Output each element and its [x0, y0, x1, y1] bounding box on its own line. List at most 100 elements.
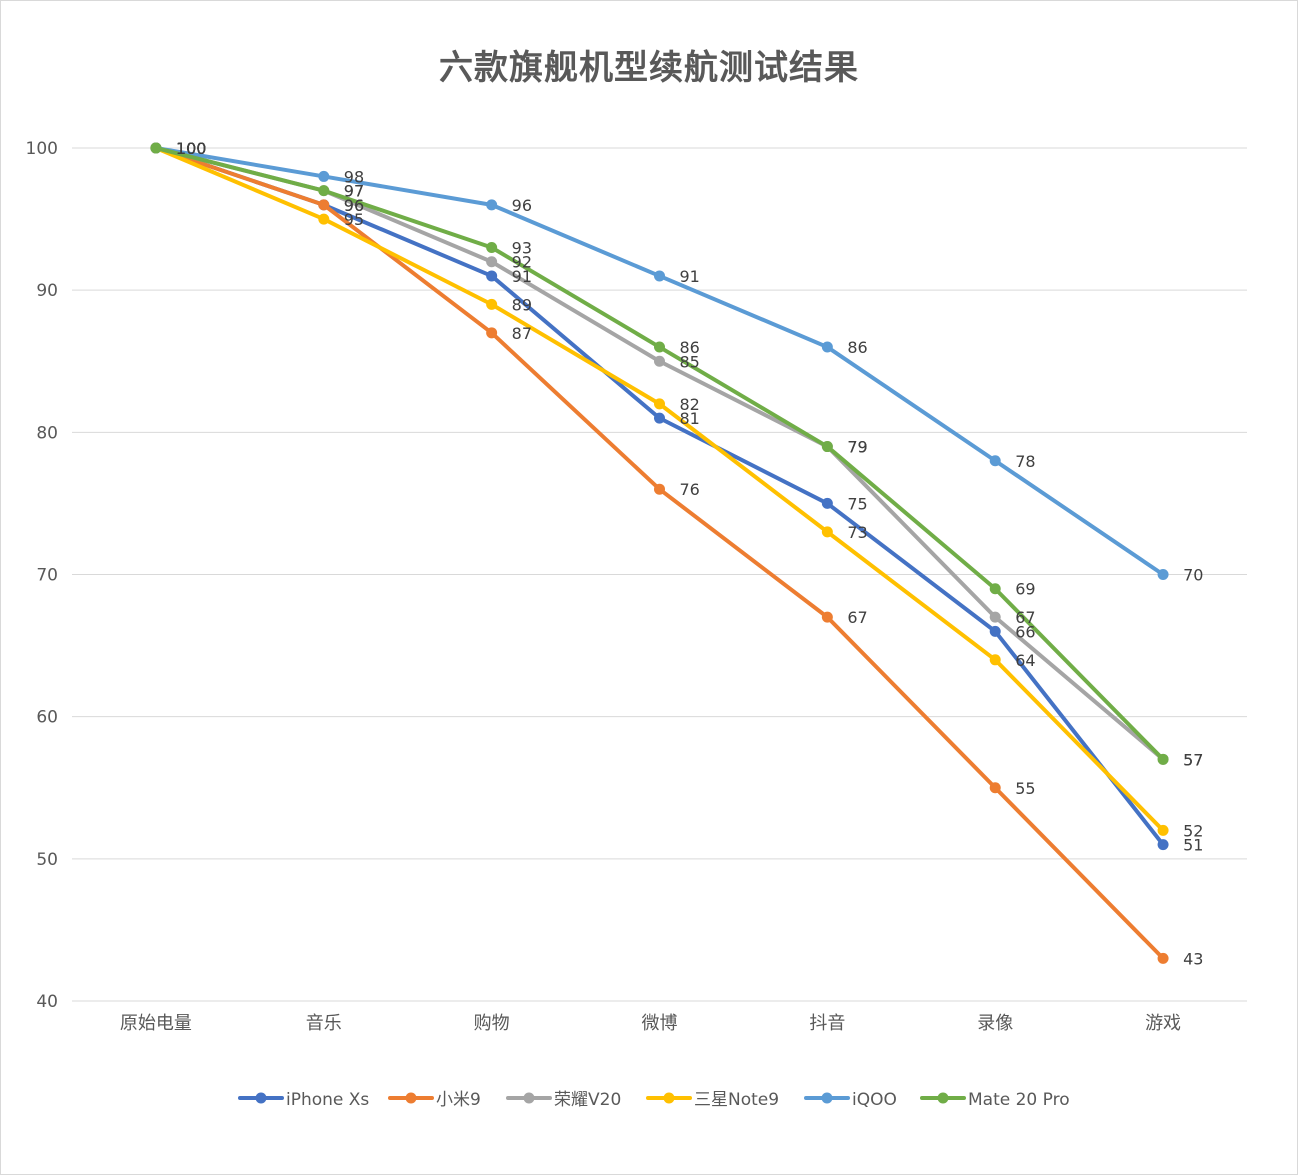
- data-label: 97: [344, 182, 364, 201]
- y-tick-label: 100: [26, 139, 58, 159]
- legend-marker: [405, 1092, 417, 1104]
- data-point: [821, 441, 833, 453]
- data-label: 95: [344, 210, 364, 229]
- x-tick-label: 音乐: [306, 1013, 342, 1034]
- legend-marker: [937, 1092, 949, 1104]
- data-label: 57: [1183, 750, 1203, 769]
- data-point: [1157, 952, 1169, 964]
- data-label: 86: [680, 338, 700, 357]
- data-label: 91: [512, 267, 532, 286]
- legend-label: Mate 20 Pro: [968, 1090, 1070, 1110]
- data-label: 96: [344, 196, 364, 215]
- y-tick-label: 40: [36, 992, 58, 1012]
- data-label: 52: [1183, 821, 1203, 840]
- data-point: [318, 170, 330, 182]
- y-tick-label: 80: [36, 423, 58, 443]
- legend-marker: [663, 1092, 675, 1104]
- legend-item: 三星Note9: [646, 1090, 779, 1110]
- legend-item: Mate 20 Pro: [920, 1090, 1070, 1110]
- data-point: [989, 611, 1001, 623]
- data-label: 100: [176, 139, 207, 158]
- data-label: 87: [512, 324, 532, 343]
- data-label: 100: [176, 139, 207, 158]
- data-point: [1157, 839, 1169, 851]
- legend-label: 三星Note9: [694, 1090, 779, 1110]
- data-point: [989, 782, 1001, 794]
- data-point: [150, 142, 162, 154]
- series-5: [150, 142, 1169, 765]
- data-point: [318, 199, 330, 211]
- legend-marker: [523, 1092, 535, 1104]
- data-label: 91: [680, 267, 700, 286]
- legend-item: 小米9: [388, 1090, 481, 1110]
- data-label: 67: [1015, 608, 1035, 627]
- data-label: 66: [1015, 622, 1035, 641]
- legend-item: 荣耀V20: [506, 1090, 621, 1110]
- data-label: 70: [1183, 566, 1203, 585]
- data-point: [989, 625, 1001, 637]
- data-point: [654, 483, 665, 495]
- legend-label: 荣耀V20: [554, 1090, 621, 1110]
- data-point: [318, 213, 330, 225]
- data-label: 55: [1015, 779, 1035, 798]
- data-label: 89: [512, 295, 532, 314]
- data-point: [821, 341, 833, 353]
- data-point: [318, 185, 330, 197]
- data-label: 67: [847, 608, 867, 627]
- y-tick-label: 70: [36, 566, 58, 586]
- data-label: 79: [847, 438, 867, 457]
- data-label: 79: [847, 438, 867, 457]
- series-0: [150, 142, 1169, 851]
- data-label: 97: [344, 182, 364, 201]
- data-label: 51: [1183, 836, 1203, 855]
- data-point: [654, 355, 665, 367]
- data-label: 78: [1015, 452, 1035, 471]
- x-tick-label: 微博: [642, 1013, 678, 1034]
- data-point: [486, 242, 498, 254]
- data-label: 82: [680, 395, 700, 414]
- legend-label: 小米9: [436, 1090, 481, 1110]
- data-point: [486, 199, 498, 211]
- data-point: [989, 583, 1001, 595]
- data-label: 100: [176, 139, 207, 158]
- data-label: 73: [847, 523, 867, 542]
- data-label: 81: [680, 409, 700, 428]
- data-point: [1157, 753, 1169, 765]
- series-1: [150, 142, 1169, 964]
- y-tick-label: 60: [36, 708, 58, 728]
- x-tick-label: 录像: [977, 1013, 1013, 1034]
- data-label: 86: [847, 338, 867, 357]
- legend-label: iPhone Xs: [286, 1090, 369, 1110]
- data-point: [654, 412, 665, 424]
- series-line: [153, 146, 1166, 762]
- chart-title: 六款旗舰机型续航测试结果: [439, 48, 859, 88]
- data-point: [1157, 569, 1169, 580]
- data-label: 57: [1183, 750, 1203, 769]
- data-label: 96: [344, 196, 364, 215]
- x-tick-label: 游戏: [1145, 1013, 1181, 1034]
- data-point: [654, 270, 665, 282]
- legend-item: iPhone Xs: [238, 1090, 369, 1110]
- data-label: 43: [1183, 949, 1203, 968]
- x-tick-label: 抖音: [809, 1013, 845, 1034]
- data-point: [989, 654, 1001, 666]
- y-tick-label: 90: [36, 281, 58, 301]
- data-label: 75: [847, 494, 867, 513]
- data-point: [486, 256, 498, 268]
- data-point: [821, 497, 833, 509]
- x-tick-label: 购物: [474, 1013, 510, 1034]
- legend-marker: [821, 1092, 833, 1104]
- legend-item: iQOO: [804, 1090, 897, 1110]
- data-point: [654, 341, 665, 353]
- data-label: 93: [512, 239, 532, 258]
- data-point: [821, 526, 833, 538]
- data-label: 64: [1015, 651, 1035, 670]
- x-tick-label: 原始电量: [120, 1013, 192, 1034]
- y-tick-label: 50: [36, 850, 58, 870]
- data-label: 96: [512, 196, 532, 215]
- data-point: [486, 298, 498, 310]
- data-label: 69: [1015, 580, 1035, 599]
- data-label: 92: [512, 253, 532, 272]
